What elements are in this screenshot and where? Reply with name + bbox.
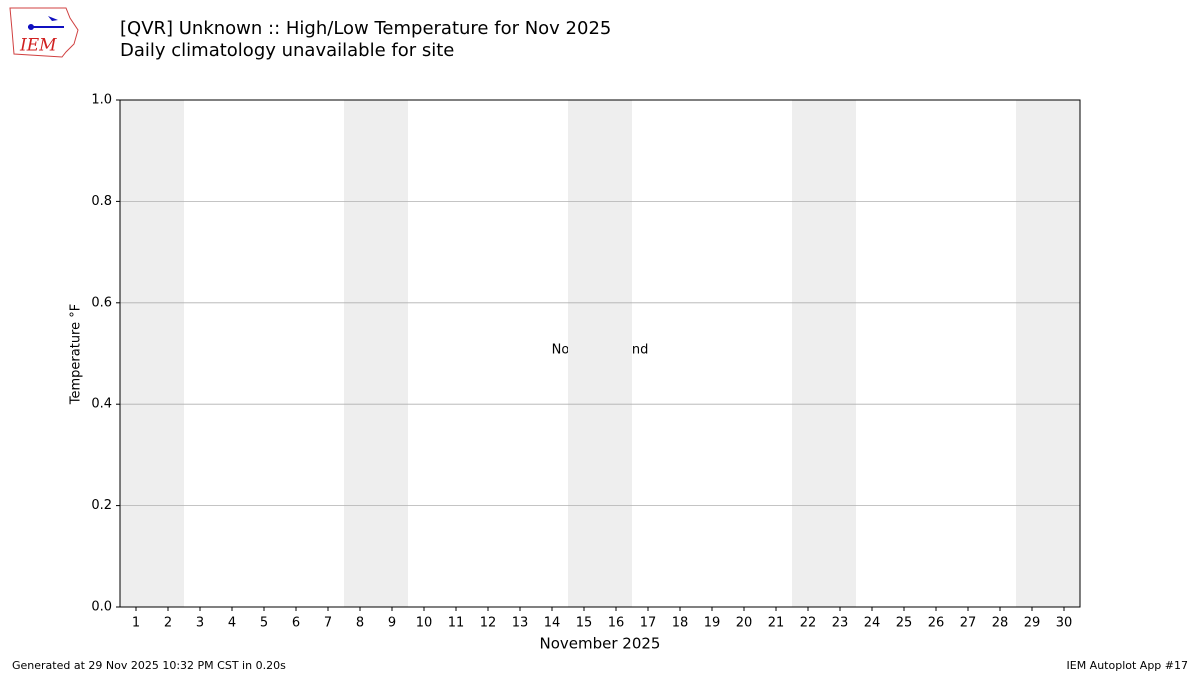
plot-frame <box>119 99 1081 608</box>
chart-title: [QVR] Unknown :: High/Low Temperature fo… <box>120 18 611 39</box>
x-tick-label: 13 <box>512 616 529 631</box>
x-tick-label: 11 <box>448 616 465 631</box>
x-tick-label: 6 <box>292 616 300 631</box>
x-tick-label: 23 <box>832 616 849 631</box>
x-tick-label: 17 <box>640 616 657 631</box>
x-tick-label: 20 <box>736 616 753 631</box>
y-tick-label: 0.8 <box>91 194 112 209</box>
logo-dot <box>28 24 34 30</box>
weekend-shade <box>344 100 408 607</box>
chart-subtitle: Daily climatology unavailable for site <box>120 40 454 61</box>
y-tick-label: 0.0 <box>91 600 112 615</box>
logo: IEM <box>9 7 79 58</box>
x-tick-label: 7 <box>324 616 332 631</box>
x-tick-label: 24 <box>864 616 881 631</box>
x-tick-label: 29 <box>1024 616 1041 631</box>
x-tick-label: 9 <box>388 616 396 631</box>
logo-outline <box>9 7 79 58</box>
x-tick-label: 2 <box>164 616 172 631</box>
y-axis-label: Temperature °F <box>69 304 84 405</box>
x-tick-label: 28 <box>992 616 1009 631</box>
x-tick-label: 19 <box>704 616 721 631</box>
x-tick-label: 15 <box>576 616 593 631</box>
logo-text: IEM <box>19 36 57 56</box>
x-tick-label: 16 <box>608 616 625 631</box>
x-tick-label: 3 <box>196 616 204 631</box>
weekend-shade <box>792 100 856 607</box>
weekend-shade <box>1016 100 1080 607</box>
x-axis-label: November 2025 <box>540 635 661 653</box>
y-tick-label: 0.2 <box>91 498 112 513</box>
x-tick-label: 26 <box>928 616 945 631</box>
logo-flag <box>48 16 58 21</box>
x-tick-label: 21 <box>768 616 785 631</box>
y-tick-label: 0.6 <box>91 295 112 310</box>
x-tick-label: 1 <box>132 616 140 631</box>
x-tick-label: 14 <box>544 616 561 631</box>
y-tick-label: 1.0 <box>91 93 112 108</box>
x-tick-label: 27 <box>960 616 977 631</box>
x-tick-label: 4 <box>228 616 236 631</box>
x-tick-label: 18 <box>672 616 689 631</box>
footer-right: IEM Autoplot App #17 <box>1067 659 1189 672</box>
x-tick-label: 8 <box>356 616 364 631</box>
weekend-shade <box>568 100 632 607</box>
weekend-shade <box>120 100 184 607</box>
x-tick-label: 12 <box>480 616 497 631</box>
x-tick-label: 10 <box>416 616 433 631</box>
plot-area: 0.00.20.40.60.81.01 2 3 4 5 6 7 8 9 10 11 12 13 14 15 1… <box>91 93 1081 631</box>
x-tick-label: 25 <box>896 616 913 631</box>
x-tick-label: 22 <box>800 616 817 631</box>
x-tick-label: 5 <box>260 616 268 631</box>
footer-left: Generated at 29 Nov 2025 10:32 PM CST in… <box>12 659 286 672</box>
x-tick-label: 30 <box>1056 616 1073 631</box>
y-tick-label: 0.4 <box>91 397 112 412</box>
